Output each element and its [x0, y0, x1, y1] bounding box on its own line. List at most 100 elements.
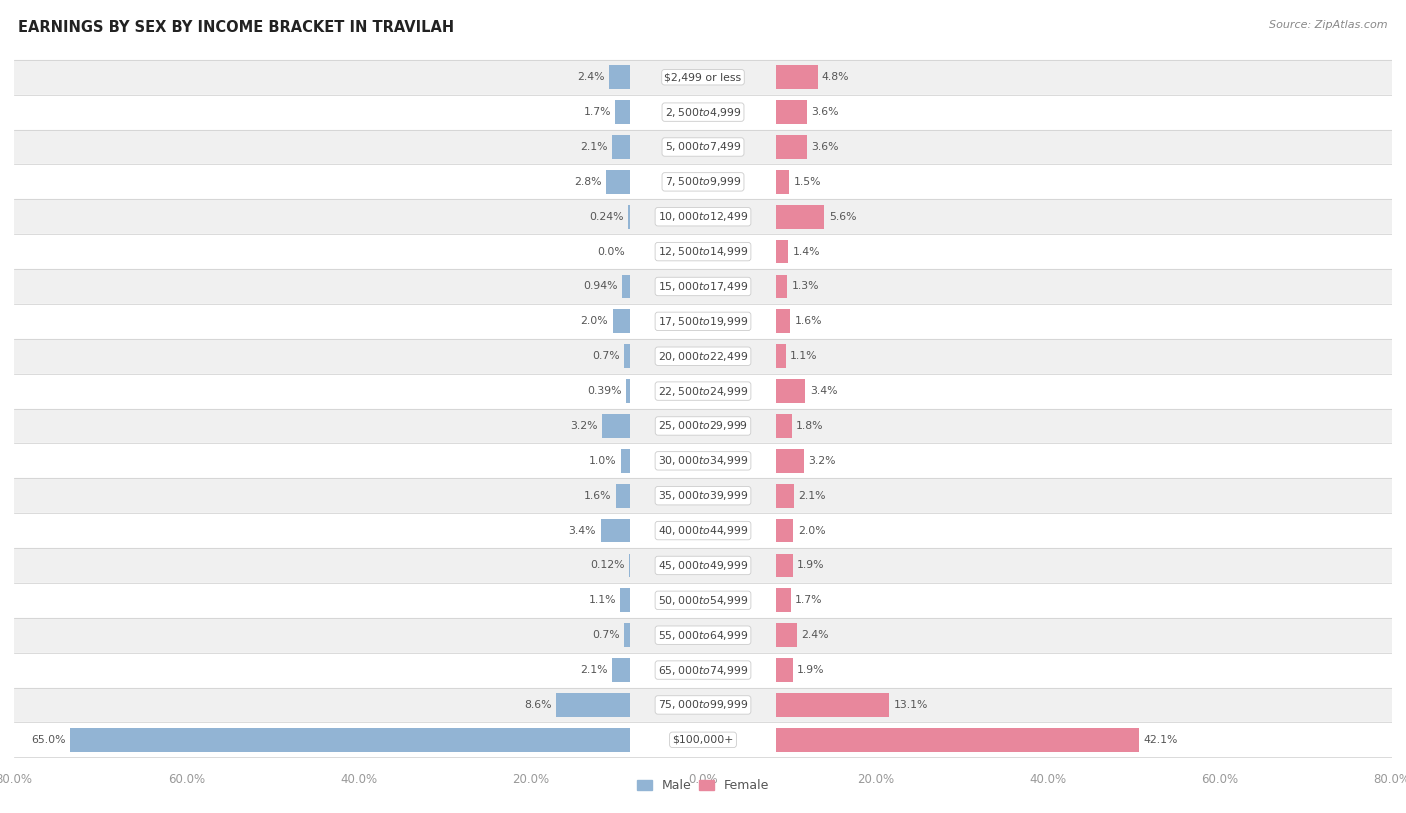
Bar: [776, 624, 797, 647]
Bar: [776, 519, 793, 542]
Text: 1.1%: 1.1%: [790, 351, 817, 361]
Text: 65.0%: 65.0%: [31, 735, 66, 745]
Text: 2.0%: 2.0%: [581, 316, 609, 326]
Bar: [612, 135, 630, 159]
Text: $15,000 to $17,499: $15,000 to $17,499: [658, 280, 748, 293]
Text: $30,000 to $34,999: $30,000 to $34,999: [658, 454, 748, 467]
Bar: [14, 688, 1392, 723]
Text: $100,000+: $100,000+: [672, 735, 734, 745]
Bar: [14, 339, 1392, 374]
Bar: [627, 205, 630, 228]
Legend: Male, Female: Male, Female: [631, 774, 775, 797]
Text: $20,000 to $22,499: $20,000 to $22,499: [658, 350, 748, 363]
Bar: [776, 693, 889, 717]
Bar: [14, 94, 1392, 129]
Bar: [624, 624, 630, 647]
Bar: [14, 443, 1392, 478]
Text: $35,000 to $39,999: $35,000 to $39,999: [658, 489, 748, 502]
Bar: [624, 345, 630, 368]
Bar: [776, 100, 807, 124]
Text: 3.4%: 3.4%: [810, 386, 838, 396]
Bar: [612, 659, 630, 682]
Text: 5.6%: 5.6%: [828, 211, 856, 222]
Text: 2.1%: 2.1%: [799, 491, 827, 501]
Bar: [776, 275, 787, 298]
Text: 3.2%: 3.2%: [571, 421, 598, 431]
Text: 1.6%: 1.6%: [585, 491, 612, 501]
Text: 1.3%: 1.3%: [792, 281, 820, 292]
Text: $7,500 to $9,999: $7,500 to $9,999: [665, 176, 741, 189]
Text: EARNINGS BY SEX BY INCOME BRACKET IN TRAVILAH: EARNINGS BY SEX BY INCOME BRACKET IN TRA…: [18, 20, 454, 35]
Bar: [776, 310, 790, 333]
Bar: [776, 554, 793, 577]
Text: 42.1%: 42.1%: [1143, 735, 1177, 745]
Text: 1.7%: 1.7%: [583, 107, 610, 117]
Bar: [776, 379, 806, 403]
Bar: [776, 484, 794, 507]
Bar: [14, 199, 1392, 234]
Text: 1.9%: 1.9%: [797, 665, 824, 675]
Bar: [14, 129, 1392, 164]
Bar: [627, 379, 630, 403]
Bar: [776, 65, 817, 89]
Bar: [555, 693, 630, 717]
Bar: [776, 240, 789, 263]
Text: $45,000 to $49,999: $45,000 to $49,999: [658, 559, 748, 572]
Text: 8.6%: 8.6%: [524, 700, 551, 710]
Bar: [776, 449, 804, 472]
Bar: [14, 269, 1392, 304]
Text: 2.1%: 2.1%: [579, 665, 607, 675]
Bar: [606, 170, 630, 193]
Text: $55,000 to $64,999: $55,000 to $64,999: [658, 628, 748, 641]
Bar: [776, 728, 1139, 752]
Text: 1.4%: 1.4%: [793, 246, 820, 257]
Text: 0.39%: 0.39%: [588, 386, 621, 396]
Text: 2.4%: 2.4%: [801, 630, 828, 640]
Text: $22,500 to $24,999: $22,500 to $24,999: [658, 385, 748, 398]
Bar: [14, 548, 1392, 583]
Bar: [14, 304, 1392, 339]
Bar: [613, 310, 630, 333]
Text: 2.1%: 2.1%: [579, 142, 607, 152]
Bar: [776, 589, 790, 612]
Bar: [70, 728, 630, 752]
Text: $17,500 to $19,999: $17,500 to $19,999: [658, 315, 748, 328]
Text: $2,500 to $4,999: $2,500 to $4,999: [665, 106, 741, 119]
Text: $40,000 to $44,999: $40,000 to $44,999: [658, 524, 748, 537]
Bar: [14, 234, 1392, 269]
Bar: [620, 589, 630, 612]
Text: 0.7%: 0.7%: [592, 630, 620, 640]
Text: 0.94%: 0.94%: [583, 281, 617, 292]
Text: $75,000 to $99,999: $75,000 to $99,999: [658, 698, 748, 711]
Bar: [14, 618, 1392, 653]
Text: 13.1%: 13.1%: [893, 700, 928, 710]
Text: $2,499 or less: $2,499 or less: [665, 72, 741, 82]
Bar: [616, 484, 630, 507]
Bar: [14, 478, 1392, 513]
Text: 1.9%: 1.9%: [797, 560, 824, 571]
Text: 4.8%: 4.8%: [823, 72, 849, 82]
Bar: [14, 723, 1392, 757]
Text: 2.4%: 2.4%: [578, 72, 605, 82]
Bar: [776, 659, 793, 682]
Bar: [621, 449, 630, 472]
Text: 1.7%: 1.7%: [796, 595, 823, 606]
Bar: [776, 170, 789, 193]
Bar: [776, 205, 824, 228]
Bar: [602, 414, 630, 438]
Bar: [776, 414, 792, 438]
Text: 3.6%: 3.6%: [811, 142, 839, 152]
Bar: [609, 65, 630, 89]
Text: 0.12%: 0.12%: [591, 560, 624, 571]
Text: Source: ZipAtlas.com: Source: ZipAtlas.com: [1270, 20, 1388, 30]
Bar: [14, 513, 1392, 548]
Text: $25,000 to $29,999: $25,000 to $29,999: [658, 420, 748, 433]
Text: 1.1%: 1.1%: [589, 595, 616, 606]
Text: 0.7%: 0.7%: [592, 351, 620, 361]
Bar: [14, 583, 1392, 618]
Bar: [14, 60, 1392, 94]
Bar: [14, 653, 1392, 688]
Bar: [616, 100, 630, 124]
Bar: [776, 135, 807, 159]
Text: $5,000 to $7,499: $5,000 to $7,499: [665, 141, 741, 154]
